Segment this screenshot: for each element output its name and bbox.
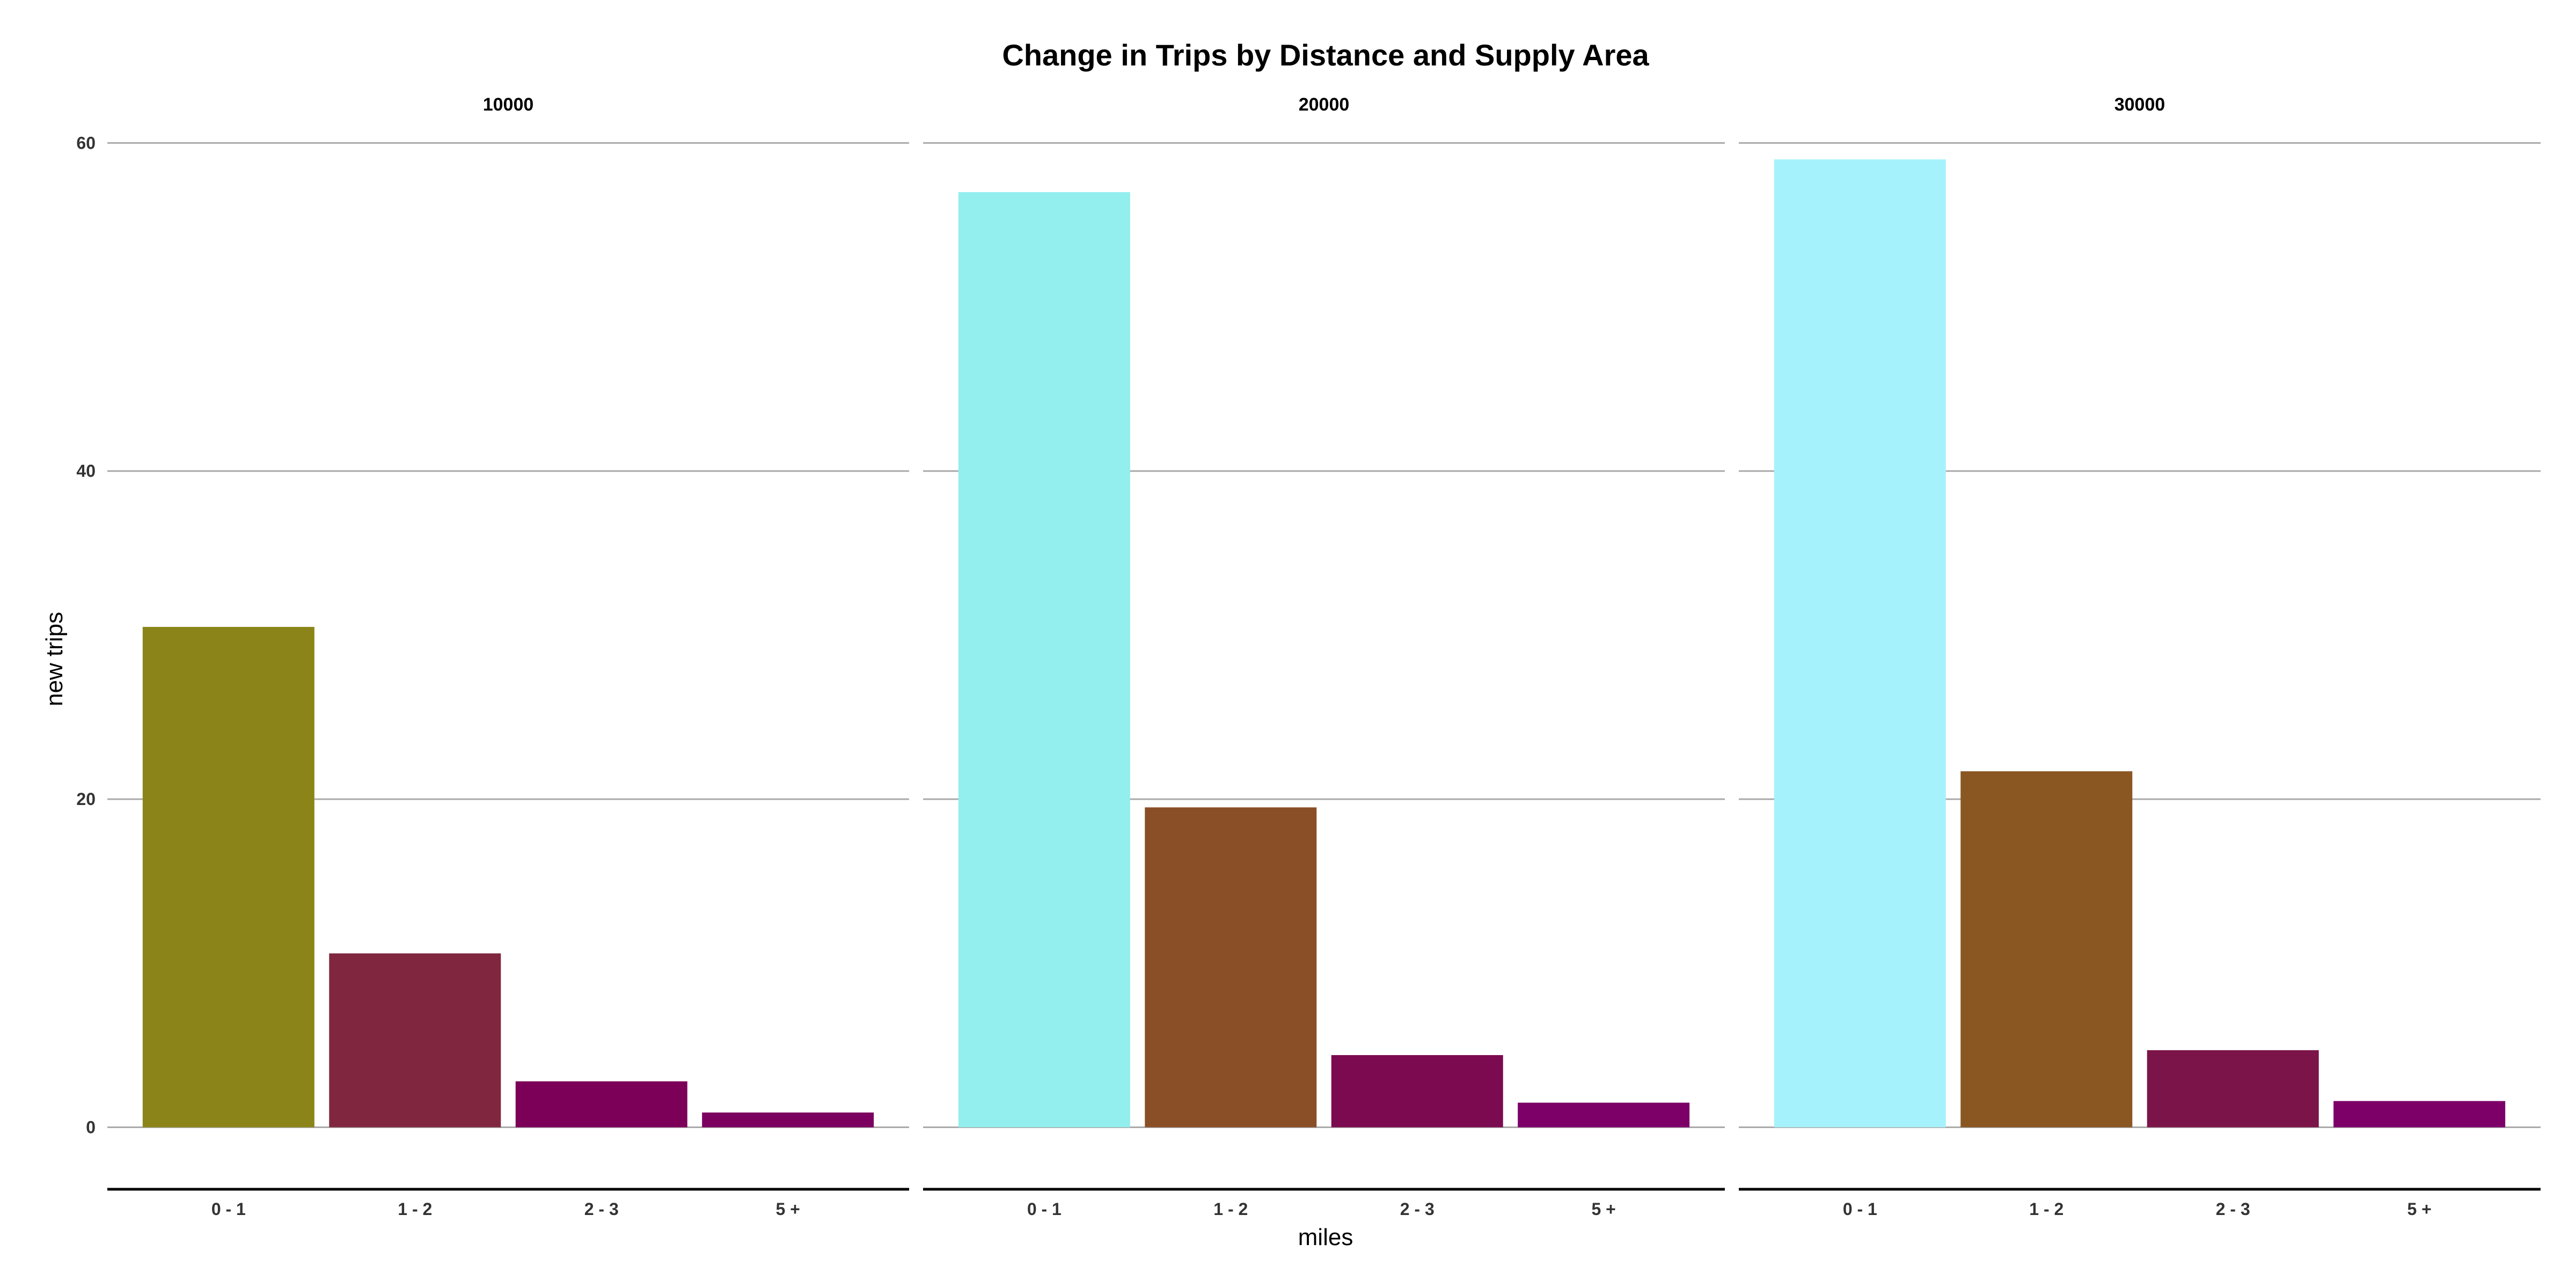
bar-20000-1 [958,192,1130,1128]
y-tick-label: 20 [76,789,96,809]
facet-panels: 10000 0 - 1 1 - 2 2 - 3 5 + 20000 0 - 1 1 - 2 2 … [107,94,2541,1219]
bar-30000-4 [2333,1101,2506,1128]
y-tick-label: 0 [86,1118,96,1137]
bar-10000-2 [329,953,501,1128]
y-axis: 0 20 40 60 [76,133,96,1137]
y-tick-label: 60 [76,133,96,152]
x-tick-label: 1 - 2 [2029,1199,2063,1219]
chart-title: Change in Trips by Distance and Supply A… [1002,38,1649,72]
bar-20000-2 [1145,807,1317,1128]
facet-strip-label: 10000 [483,94,534,115]
x-tick-label: 5 + [775,1199,800,1219]
facet-panel-20000: 20000 0 - 1 1 - 2 2 - 3 5 + [923,94,1725,1219]
bar-20000-3 [1331,1055,1503,1128]
x-tick-label: 5 + [2407,1199,2431,1219]
x-tick-label: 0 - 1 [1843,1199,1877,1219]
x-tick-label: 0 - 1 [211,1199,246,1219]
x-tick-label: 2 - 3 [584,1199,619,1219]
x-tick-label: 2 - 3 [2216,1199,2250,1219]
x-tick-label: 1 - 2 [1213,1199,1248,1219]
facet-panel-30000: 30000 0 - 1 1 - 2 2 - 3 5 + [1739,94,2541,1219]
facet-strip-label: 30000 [2114,94,2165,115]
x-tick-label: 2 - 3 [1400,1199,1435,1219]
bar-30000-1 [1774,159,1946,1128]
x-tick-label: 1 - 2 [398,1199,432,1219]
bar-10000-4 [702,1113,874,1128]
x-axis-label: miles [1298,1224,1353,1250]
bar-20000-4 [1518,1102,1690,1128]
y-tick-label: 40 [76,462,96,481]
bar-30000-3 [2147,1050,2319,1128]
facet-panel-10000: 10000 0 - 1 1 - 2 2 - 3 5 + [107,94,909,1219]
bar-30000-2 [1960,771,2133,1128]
y-axis-label: new trips [41,612,68,706]
x-tick-label: 5 + [1591,1199,1615,1219]
bar-10000-1 [142,627,314,1128]
bar-10000-3 [515,1081,687,1128]
x-tick-label: 0 - 1 [1027,1199,1062,1219]
facet-strip-label: 20000 [1299,94,1350,115]
